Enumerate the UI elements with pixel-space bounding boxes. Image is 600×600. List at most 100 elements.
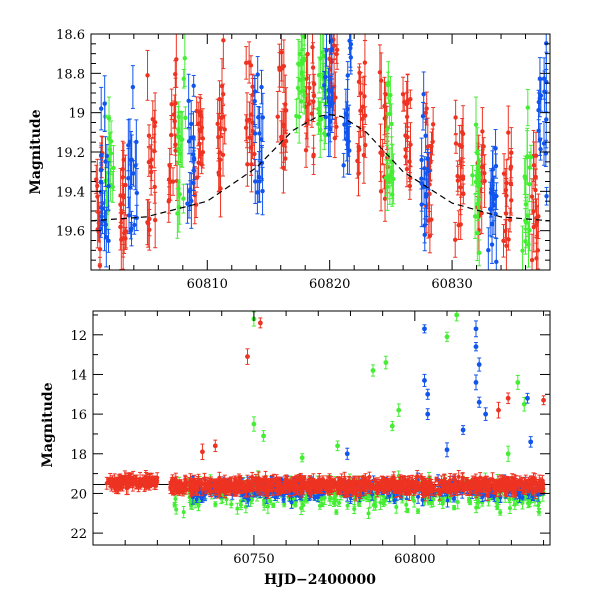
data-point: [332, 495, 337, 500]
data-point: [190, 495, 195, 500]
data-point: [507, 217, 513, 223]
data-point: [405, 100, 410, 106]
data-point: [480, 129, 485, 134]
data-point: [318, 117, 324, 122]
data-point: [260, 115, 265, 120]
data-point: [388, 92, 393, 98]
data-point: [257, 131, 262, 136]
data-point: [176, 134, 181, 140]
data-point: [506, 130, 511, 135]
data-point: [170, 179, 176, 184]
data-point: [544, 194, 549, 199]
data-point: [318, 127, 323, 133]
data-point: [281, 122, 287, 128]
data-point: [299, 21, 303, 25]
data-point: [494, 259, 499, 265]
data-point: [515, 499, 520, 504]
data-point: [423, 133, 428, 138]
data-point: [427, 233, 433, 239]
data-point: [468, 500, 473, 505]
data-point: [341, 163, 346, 168]
data-point: [345, 503, 350, 508]
data-point: [98, 106, 104, 111]
data-point: [310, 44, 315, 50]
data-point: [118, 224, 123, 230]
data-point: [378, 500, 383, 505]
data-point: [344, 130, 349, 135]
plot-area: [91, 21, 550, 270]
data-point: [345, 73, 350, 78]
data-point: [525, 105, 531, 110]
data-point: [131, 171, 136, 176]
data-point: [260, 188, 265, 194]
data-point: [126, 175, 131, 181]
data-point: [147, 227, 152, 233]
data-point: [218, 115, 224, 120]
data-point: [360, 116, 365, 122]
data-point: [97, 247, 103, 252]
data-point: [425, 144, 430, 150]
data-point: [283, 156, 288, 161]
data-point: [120, 482, 125, 487]
data-point: [495, 505, 500, 510]
data-point: [169, 102, 174, 107]
data-point: [382, 499, 387, 504]
data-point: [378, 189, 384, 194]
data-point: [389, 121, 394, 127]
data-point: [536, 107, 541, 113]
data-point: [253, 179, 258, 184]
data-point: [220, 152, 226, 158]
data-point: [479, 210, 484, 216]
data-point: [152, 184, 157, 190]
data-point: [343, 111, 349, 116]
data-point: [423, 110, 428, 116]
data-point: [332, 135, 338, 141]
data-point: [334, 51, 339, 57]
data-point: [127, 185, 133, 190]
data-point: [458, 185, 463, 190]
data-point: [293, 502, 298, 507]
data-point: [94, 177, 99, 182]
data-point: [258, 137, 264, 142]
data-point: [189, 121, 194, 127]
data-point: [362, 113, 368, 118]
data-point: [303, 148, 309, 153]
data-point: [520, 248, 525, 253]
data-point: [538, 146, 543, 152]
data-point: [106, 238, 111, 244]
data-point: [523, 496, 528, 501]
data-point: [407, 183, 413, 189]
data-point: [476, 499, 481, 504]
data-point: [390, 169, 395, 174]
data-point: [379, 78, 384, 83]
data-point: [419, 202, 424, 207]
data-point: [97, 263, 103, 268]
data-point: [544, 117, 549, 122]
data-point: [410, 495, 415, 500]
data-point: [361, 152, 367, 158]
data-point: [424, 106, 429, 111]
data-point: [256, 174, 262, 180]
data-point: [475, 230, 480, 236]
data-point: [430, 122, 436, 127]
data-point: [279, 134, 284, 140]
data-point: [329, 46, 335, 52]
panel-top-lightcurve-zoom: 60810 60820 60830 18.6 18.8 19 19.2 19.4 19.6: [56, 21, 551, 292]
data-point: [168, 132, 174, 138]
data-point: [99, 214, 104, 219]
data-point: [152, 148, 157, 154]
data-point: [394, 504, 399, 509]
data-point: [312, 495, 317, 500]
data-point: [365, 494, 370, 499]
data-point: [453, 115, 458, 120]
data-point: [95, 194, 100, 199]
y-tick-label: 19.2: [56, 146, 85, 161]
data-point: [173, 71, 178, 77]
data-point: [358, 108, 363, 113]
data-point: [235, 506, 240, 511]
y-tick-label: 19.6: [56, 225, 85, 240]
data-point: [126, 143, 131, 148]
data-point: [198, 151, 203, 157]
data-point: [245, 162, 250, 167]
